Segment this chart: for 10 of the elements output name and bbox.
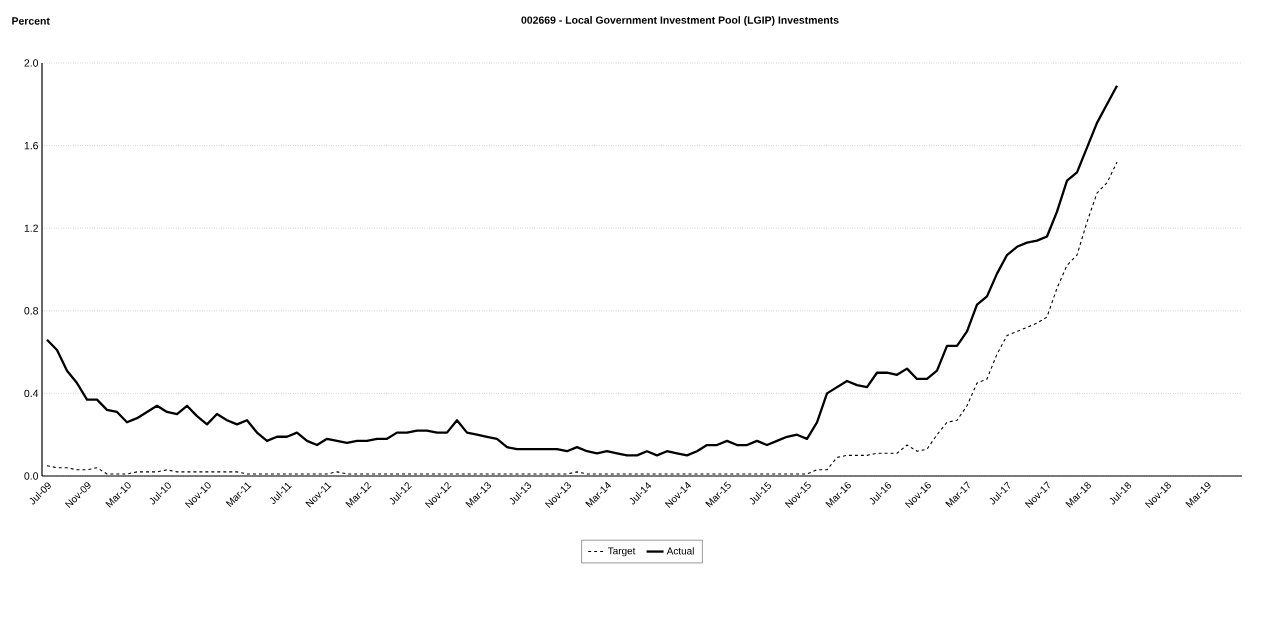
legend-label: Target xyxy=(607,547,636,557)
y-tick-label: 0.0 xyxy=(24,472,39,480)
y-axis-title: Percent xyxy=(12,17,50,25)
chart-title: 002669 - Local Government Investment Pool (LGIP) Investments xyxy=(521,16,839,26)
y-tick-label: 2.0 xyxy=(24,59,39,67)
legend-label: Actual xyxy=(666,547,694,555)
y-tick-label: 0.4 xyxy=(24,389,39,398)
y-tick-label: 0.8 xyxy=(24,307,39,315)
y-tick-label: 1.2 xyxy=(24,224,38,232)
y-tick-label: 1.6 xyxy=(24,141,39,150)
